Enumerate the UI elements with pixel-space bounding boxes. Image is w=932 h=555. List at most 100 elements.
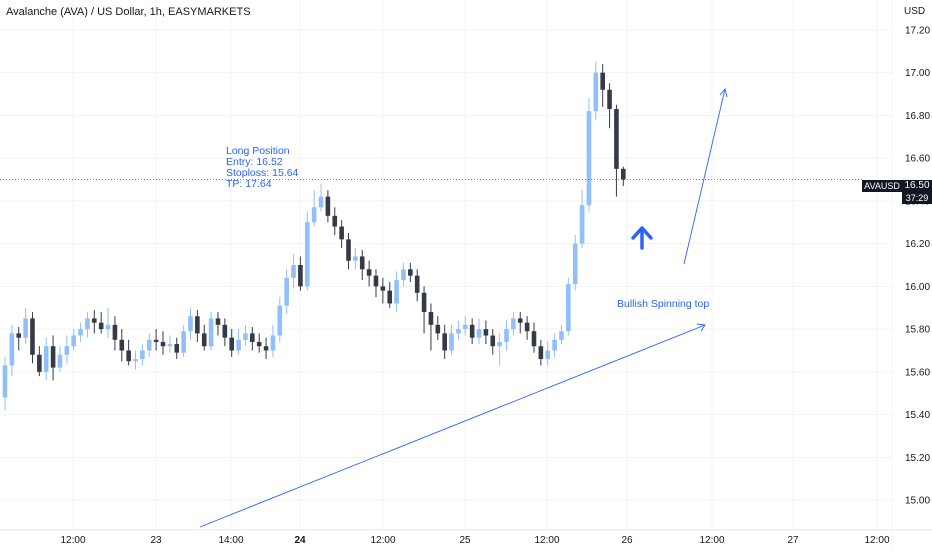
candle-body: [229, 337, 235, 351]
candle: [490, 329, 496, 355]
candle: [456, 320, 461, 340]
up-arrow-icon[interactable]: [631, 226, 653, 250]
candle: [380, 277, 386, 304]
x-tick-label: 12:00: [699, 535, 724, 546]
candle: [593, 61, 599, 120]
x-axis-ticks: 12:00 23 14:00 24 12:00 25 12:00 26 12:00 27 12:00: [60, 535, 889, 546]
candle-body: [387, 290, 393, 304]
candle: [332, 207, 338, 236]
candle-body: [586, 111, 592, 206]
candle: [64, 335, 70, 364]
candle: [408, 262, 413, 283]
candle: [359, 250, 365, 280]
candle: [153, 329, 159, 351]
candle-body: [71, 335, 76, 347]
candle: [167, 335, 173, 353]
candle-body: [119, 339, 125, 351]
candle: [133, 350, 138, 370]
x-tick-label: 12:00: [864, 535, 889, 546]
candles: [2, 61, 626, 411]
candle-body: [545, 350, 551, 360]
candle: [387, 282, 393, 308]
candle: [160, 331, 166, 355]
candle: [243, 324, 248, 347]
candle-body: [64, 346, 70, 355]
x-tick-label: 12:00: [534, 535, 559, 546]
candle: [298, 256, 303, 291]
grid: [0, 0, 892, 530]
trendline[interactable]: [199, 324, 706, 528]
candle-body: [394, 279, 399, 304]
candle: [442, 324, 447, 360]
candle: [600, 64, 605, 107]
pattern-label: Bullish Spinning top: [617, 298, 709, 310]
candle-body: [366, 269, 372, 276]
candle: [284, 269, 289, 315]
last-price-badge: 16.50: [902, 180, 932, 192]
candle-body: [174, 344, 180, 353]
candle-body: [607, 89, 612, 109]
candle: [92, 309, 97, 334]
y-tick-label: 15.20: [905, 453, 930, 464]
candle: [71, 329, 76, 351]
candle: [112, 316, 118, 351]
candle-body: [538, 346, 544, 360]
candle-body: [483, 329, 489, 336]
candle: [236, 329, 241, 355]
x-tick-label: 26: [621, 535, 633, 546]
candle: [2, 356, 8, 411]
y-tick-label: 15.60: [905, 367, 930, 378]
candle-body: [160, 341, 166, 347]
candle: [414, 269, 420, 302]
candle-body: [339, 226, 344, 240]
candle-body: [311, 207, 317, 223]
candle-body: [37, 354, 42, 372]
candle: [524, 316, 530, 340]
chart-title: Avalanche (AVA) / US Dollar, 1h, EASYMAR…: [6, 6, 251, 18]
candle: [339, 220, 344, 248]
candle-body: [195, 316, 200, 334]
y-tick-label: 16.20: [905, 239, 930, 250]
candle: [277, 297, 283, 342]
candle: [545, 341, 551, 366]
candle: [208, 312, 214, 351]
candle: [256, 333, 262, 353]
candle: [504, 320, 509, 351]
candle: [146, 333, 152, 357]
candle: [291, 254, 296, 289]
candle: [263, 337, 269, 360]
candle-body: [167, 344, 173, 347]
y-tick-label: 16.00: [905, 282, 930, 293]
candle: [174, 337, 180, 360]
candle-body: [153, 339, 159, 342]
position-line-3: Stoploss: 15.64: [226, 167, 299, 179]
candle-body: [146, 339, 152, 351]
candle-body: [401, 269, 406, 280]
candle-body: [2, 365, 8, 398]
candle-body: [92, 318, 97, 323]
target-arrow-line[interactable]: [683, 88, 726, 265]
candle: [435, 316, 441, 340]
candle: [607, 83, 612, 129]
candle: [401, 262, 406, 287]
candle: [559, 324, 564, 345]
candle-body: [593, 72, 599, 112]
candle-body: [133, 359, 138, 362]
candle: [140, 344, 145, 366]
candle-body: [531, 331, 537, 347]
candle: [421, 286, 427, 334]
candle-body: [373, 275, 379, 287]
y-tick-label: 15.00: [905, 496, 930, 507]
candle: [346, 232, 351, 270]
candle: [428, 303, 434, 351]
candle-body: [435, 324, 441, 334]
x-tick-label: 23: [150, 535, 162, 546]
candle-body: [353, 256, 358, 261]
candle-body: [236, 339, 241, 351]
y-tick-label: 15.40: [905, 410, 930, 421]
candle-body: [442, 333, 447, 351]
bar-countdown: 37:29: [902, 192, 932, 204]
candle-body: [201, 333, 207, 347]
